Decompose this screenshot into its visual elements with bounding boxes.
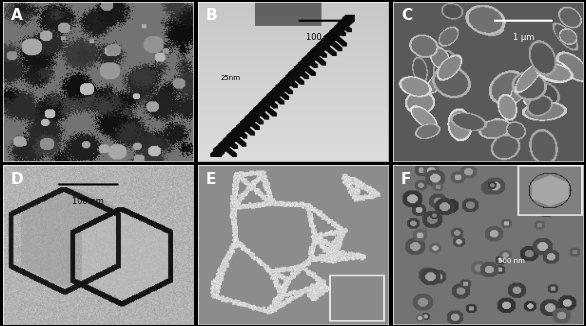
- Text: C: C: [401, 8, 412, 23]
- Text: A: A: [11, 8, 22, 23]
- Text: F: F: [401, 172, 411, 187]
- Text: 1 μm: 1 μm: [513, 34, 534, 42]
- Text: 100 nm: 100 nm: [72, 197, 104, 206]
- Text: E: E: [206, 172, 216, 187]
- Text: 25nm: 25nm: [221, 75, 241, 81]
- Text: D: D: [11, 172, 23, 187]
- Text: B: B: [206, 8, 217, 23]
- Text: 100 nm: 100 nm: [305, 34, 338, 42]
- Text: 500 nm: 500 nm: [498, 258, 524, 264]
